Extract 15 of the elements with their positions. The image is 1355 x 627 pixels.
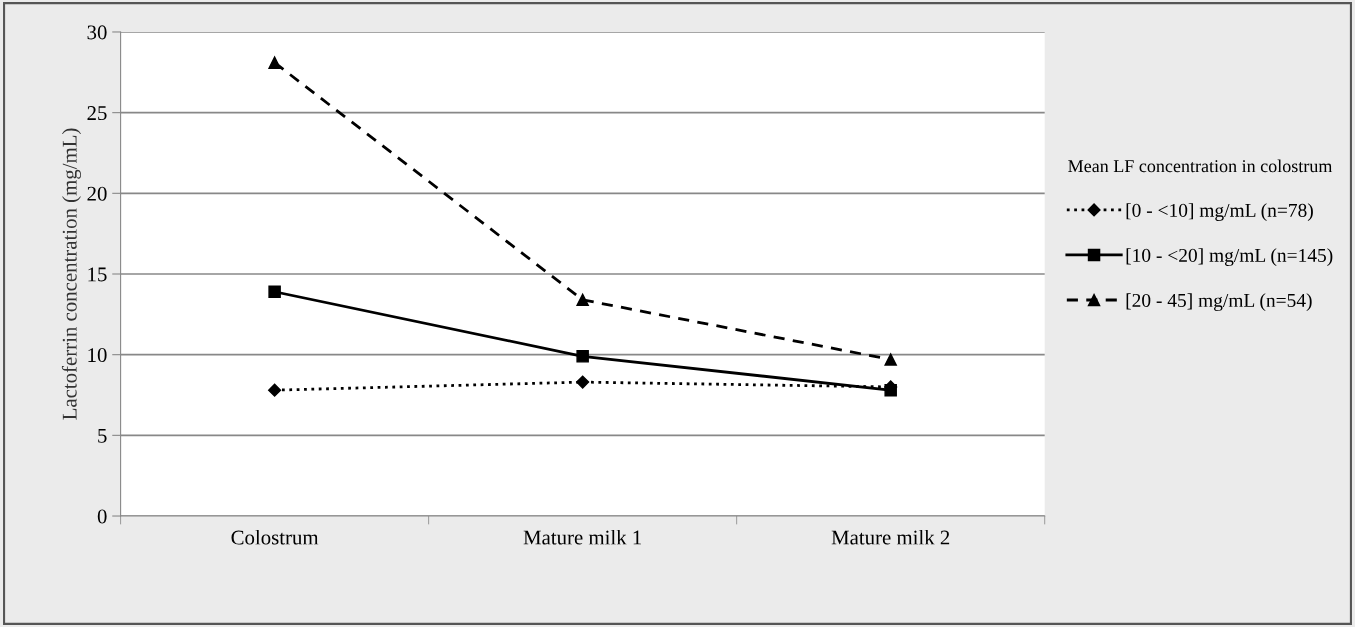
legend-label: [20 - 45] mg/mL (n=54) xyxy=(1126,293,1312,312)
x-tick-label: Mature milk 2 xyxy=(831,529,950,545)
legend-label: [0 - <10] mg/mL (n=78) xyxy=(1126,203,1313,221)
y-tick-label: 20 xyxy=(87,186,107,201)
legend-label: [10 - <20] mg/mL (n=145) xyxy=(1126,248,1333,266)
y-tick-label: 30 xyxy=(87,25,107,40)
y-tick-label: 25 xyxy=(87,106,107,121)
y-tick-label: 5 xyxy=(98,428,107,443)
x-tick-label: Mature milk 1 xyxy=(523,529,641,545)
y-tick-label: 10 xyxy=(88,348,107,363)
x-tick-label: Colostrum xyxy=(231,529,319,545)
y-axis-title: Lactoferrin concentration (mg/mL) xyxy=(61,128,82,420)
y-tick-label: 15 xyxy=(88,267,107,282)
legend-title: Mean LF concentration in colostrum xyxy=(1068,159,1333,173)
y-tick-label: 0 xyxy=(97,509,107,524)
